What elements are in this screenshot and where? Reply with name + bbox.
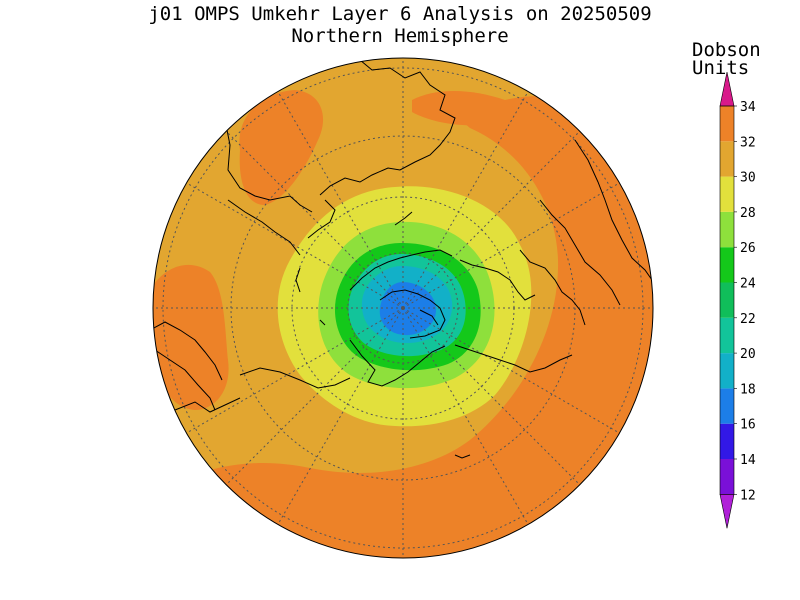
- colorbar-band-22: [720, 282, 734, 318]
- chart-title: j01 OMPS Umkehr Layer 6 Analysis on 2025…: [148, 3, 652, 25]
- colorbar-band-16: [720, 388, 734, 424]
- map-boundary: [152, 57, 654, 559]
- colorbar-tick-label: 20: [740, 347, 756, 362]
- colorbar-band-18: [720, 353, 734, 389]
- colorbar-tick-label: 12: [740, 488, 756, 503]
- colorbar-tick-label: 28: [740, 206, 756, 221]
- colorbar-tick-label: 30: [740, 171, 756, 186]
- colorbar-tick-label: 18: [740, 382, 756, 397]
- colorbar-tick-label: 24: [740, 277, 756, 292]
- units-label-line1: Dobson: [692, 39, 761, 61]
- colorbar-tick-label: 16: [740, 418, 756, 433]
- field-30-32-north: [412, 91, 514, 126]
- colorbar-outline: [719, 105, 735, 495]
- colorbar-band-28: [720, 176, 734, 212]
- field-30-32-east: [160, 96, 653, 558]
- graticule: [153, 58, 653, 558]
- colorbar: 12 14 16 18 20 22 24 26 28 30 32 34: [719, 71, 756, 529]
- colorbar-tick-label: 14: [740, 453, 756, 468]
- colorbar-over-arrow: [719, 71, 735, 107]
- colorbar-tick-label: 22: [740, 312, 756, 327]
- field-30-32-northwest: [239, 90, 324, 205]
- colorbar-band-30: [720, 141, 734, 177]
- colorbar-tick-label: 32: [740, 135, 756, 150]
- field-16-18: [379, 282, 436, 336]
- colorbar-under-arrow: [719, 494, 735, 529]
- colorbar-band-26: [720, 211, 734, 248]
- colorbar-band-24: [720, 247, 734, 283]
- chart-subtitle: Northern Hemisphere: [291, 25, 509, 47]
- colorbar-band-12: [720, 459, 734, 495]
- coastlines: [153, 59, 653, 459]
- colorbar-tick-label: 26: [740, 241, 756, 256]
- field-30-32-west: [153, 264, 229, 410]
- colorbar-tick-label: 34: [740, 100, 756, 115]
- colorbar-band-20: [720, 317, 734, 354]
- units-label-line2: Units: [692, 57, 750, 79]
- colorbar-band-32: [720, 106, 734, 142]
- colorbar-band-14: [720, 423, 734, 459]
